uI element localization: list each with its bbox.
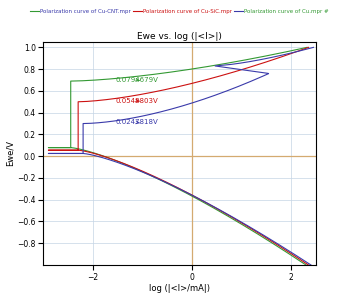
Line: Polarization curve of Cu.mpr #: Polarization curve of Cu.mpr # <box>48 47 313 265</box>
Polarization curve of Cu-SiC.mpr <box>273 57 277 61</box>
Polarization curve of Cu-SiC.mpr <box>282 54 286 58</box>
Polarization curve of Cu.mpr # <box>175 186 179 190</box>
Polarization curve of Cu-CNT.mpr <box>271 53 275 57</box>
Polarization curve of Cu.mpr # <box>59 152 63 155</box>
Polarization curve of Cu-SiC.mpr <box>307 45 311 49</box>
Polarization curve of Cu-CNT.mpr <box>280 51 284 55</box>
Polarization curve of Cu-SiC.mpr <box>171 184 175 187</box>
X-axis label: log (|<I>/mA|): log (|<I>/mA|) <box>149 284 210 293</box>
Polarization curve of Cu-CNT.mpr <box>305 45 309 49</box>
Text: 0.0548803V: 0.0548803V <box>115 98 158 104</box>
Polarization curve of Cu-SiC.mpr <box>307 263 311 267</box>
Polarization curve of Cu.mpr # <box>259 58 263 61</box>
Polarization curve of Cu-SiC.mpr <box>278 56 282 59</box>
Text: 0.0794679V: 0.0794679V <box>115 77 158 83</box>
Polarization curve of Cu-SiC.mpr <box>185 191 189 194</box>
Title: Ewe vs. log (|<I>|): Ewe vs. log (|<I>|) <box>137 32 222 41</box>
Y-axis label: Ewe/V: Ewe/V <box>5 141 15 167</box>
Polarization curve of Cu.mpr # <box>311 45 315 49</box>
Polarization curve of Cu-CNT.mpr <box>180 189 184 193</box>
Polarization curve of Cu-CNT.mpr <box>166 182 170 185</box>
Polarization curve of Cu.mpr # <box>309 263 313 267</box>
Polarization curve of Cu-CNT.mpr <box>304 263 308 267</box>
Legend: Polarization curve of Cu-CNT.mpr, Polarization curve of Cu-SiC.mpr, Polarization: Polarization curve of Cu-CNT.mpr, Polari… <box>28 7 331 16</box>
Polarization curve of Cu-SiC.mpr <box>57 148 61 152</box>
Polarization curve of Cu.mpr # <box>189 193 193 196</box>
Polarization curve of Cu.mpr # <box>249 60 253 63</box>
Polarization curve of Cu.mpr # <box>235 62 239 65</box>
Line: Polarization curve of Cu-CNT.mpr: Polarization curve of Cu-CNT.mpr <box>48 47 307 265</box>
Polarization curve of Cu-CNT.mpr <box>55 146 59 150</box>
Line: Polarization curve of Cu-SiC.mpr: Polarization curve of Cu-SiC.mpr <box>48 47 309 265</box>
Text: 0.0247818V: 0.0247818V <box>115 120 158 126</box>
Polarization curve of Cu-CNT.mpr <box>276 52 280 55</box>
